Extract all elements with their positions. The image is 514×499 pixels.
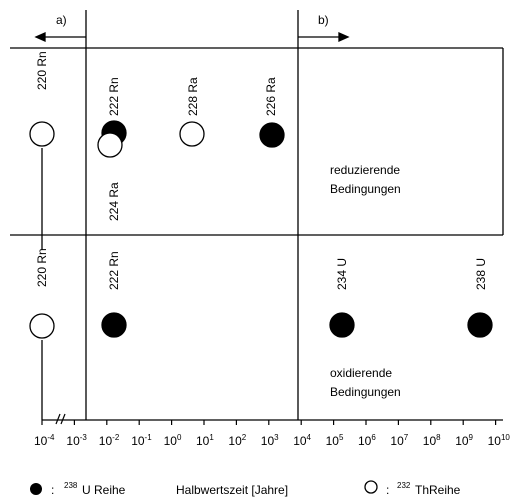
arrow-a-head bbox=[34, 31, 46, 43]
isotope-marker-open bbox=[97, 132, 123, 158]
x-axis-tick-label: 107 bbox=[390, 433, 408, 448]
isotope-marker-open bbox=[29, 121, 55, 147]
condition-upper-line2: Bedingungen bbox=[330, 182, 401, 196]
isotope-marker-filled bbox=[467, 312, 493, 338]
x-axis-tick-label: 100 bbox=[164, 433, 182, 448]
condition-lower-line1: oxidierende bbox=[330, 366, 392, 380]
legend-filled-label: U Reihe bbox=[82, 483, 126, 497]
isotope-label: 228 Ra bbox=[186, 77, 200, 116]
x-axis-tick-label: 103 bbox=[261, 433, 279, 448]
x-axis-tick-label: 10-4 bbox=[34, 433, 55, 448]
x-axis-tick-label: 109 bbox=[455, 433, 473, 448]
isotope-label: 238 U bbox=[474, 258, 488, 290]
isotope-label: 234 U bbox=[335, 258, 349, 290]
x-axis-tick-label: 104 bbox=[293, 433, 311, 448]
isotope-label: 220 Rn bbox=[35, 248, 49, 287]
isotope-marker-open bbox=[179, 121, 205, 147]
legend-filled-marker bbox=[30, 483, 42, 495]
axis-break-mark bbox=[55, 413, 61, 425]
legend-open-marker bbox=[364, 480, 378, 494]
isotope-label: 226 Ra bbox=[264, 77, 278, 116]
legend-filled-sup: 238 bbox=[64, 481, 78, 490]
isotope-marker-open bbox=[29, 313, 55, 339]
isotope-marker-filled bbox=[101, 312, 127, 338]
legend-filled-prefix: : bbox=[51, 483, 54, 497]
legend-open-prefix: : bbox=[386, 483, 389, 497]
legend-open-sup: 232 bbox=[397, 481, 411, 490]
axis-title: Halbwertszeit [Jahre] bbox=[176, 483, 288, 497]
x-axis-tick-label: 10-1 bbox=[131, 433, 152, 448]
region-label-b: b) bbox=[318, 13, 329, 27]
region-label-a: a) bbox=[56, 13, 67, 27]
isotope-label: 220 Rn bbox=[35, 51, 49, 90]
x-axis-tick-label: 102 bbox=[228, 433, 246, 448]
x-axis-tick-label: 10-3 bbox=[66, 433, 87, 448]
x-axis-tick-label: 105 bbox=[326, 433, 344, 448]
x-axis-tick-label: 1010 bbox=[488, 433, 511, 448]
arrow-b-head bbox=[338, 31, 350, 43]
isotope-marker-filled bbox=[259, 122, 285, 148]
isotope-label: 224 Ra bbox=[107, 182, 121, 221]
condition-upper-line1: reduzierende bbox=[330, 163, 400, 177]
axis-break-mark bbox=[60, 413, 66, 425]
x-axis-tick-label: 101 bbox=[196, 433, 214, 448]
x-axis-tick-label: 106 bbox=[358, 433, 376, 448]
condition-lower-line2: Bedingungen bbox=[330, 385, 401, 399]
x-axis-tick-label: 108 bbox=[423, 433, 441, 448]
isotope-marker-filled bbox=[329, 312, 355, 338]
x-axis-tick-label: 10-2 bbox=[99, 433, 120, 448]
legend-open-label: ThReihe bbox=[415, 483, 461, 497]
isotope-label: 222 Rn bbox=[107, 251, 121, 290]
isotope-label: 222 Rn bbox=[107, 77, 121, 116]
